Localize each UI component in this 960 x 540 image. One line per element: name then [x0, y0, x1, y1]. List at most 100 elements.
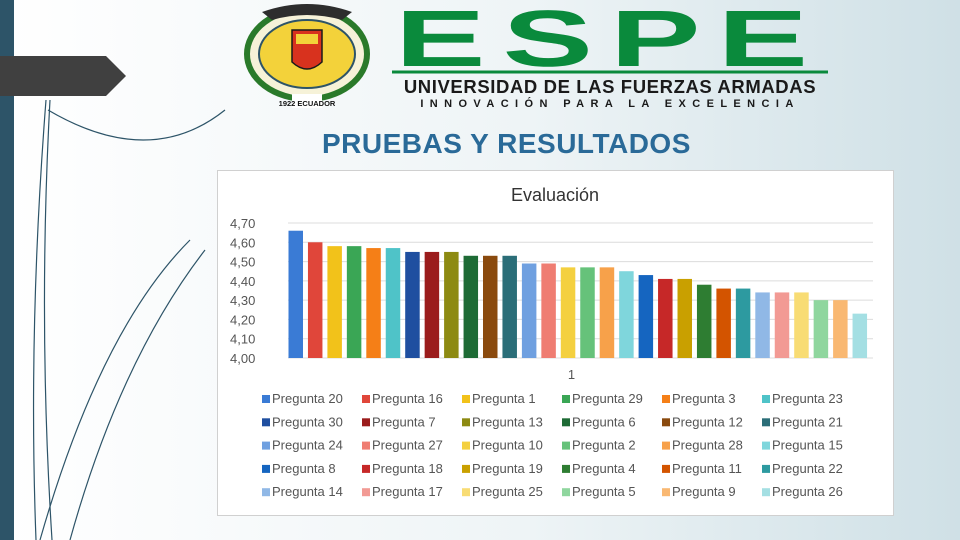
bar — [307, 242, 323, 358]
bar — [385, 248, 401, 358]
bar — [327, 246, 342, 358]
legend-label: Pregunta 11 — [672, 461, 742, 476]
bar — [658, 278, 673, 358]
legend-swatch — [462, 441, 470, 450]
legend-item: Pregunta 21 — [762, 414, 843, 429]
legend-swatch — [462, 464, 470, 473]
x-tick-label: 1 — [568, 367, 575, 382]
legend-label: Pregunta 30 — [272, 414, 343, 429]
bar — [463, 255, 479, 358]
legend-item: Pregunta 6 — [562, 414, 636, 429]
legend-label: Pregunta 9 — [672, 484, 736, 499]
legend-label: Pregunta 21 — [772, 414, 843, 429]
legend-label: Pregunta 7 — [372, 414, 436, 429]
legend-swatch — [662, 395, 670, 403]
legend-item: Pregunta 9 — [662, 484, 736, 499]
legend-swatch — [562, 418, 570, 427]
legend-swatch — [562, 464, 570, 473]
legend-item: Pregunta 1 — [462, 391, 536, 406]
legend-swatch — [762, 464, 770, 473]
bar — [580, 267, 595, 358]
legend-swatch — [762, 488, 770, 497]
legend-item: Pregunta 10 — [462, 438, 543, 453]
chart-canvas: Evaluación 4,00 4,10 4,20 4,30 4,40 4,50 4,60 4… — [230, 185, 873, 499]
legend-item: Pregunta 30 — [262, 414, 343, 429]
legend-item: Pregunta 17 — [362, 484, 443, 499]
legend-swatch — [562, 395, 570, 403]
legend-label: Pregunta 17 — [372, 484, 443, 499]
university-motto: INNOVACIÓN PARA LA EXCELENCIA — [420, 98, 800, 110]
bar — [833, 300, 848, 358]
chart-title: Evaluación — [511, 185, 599, 205]
bar — [288, 230, 303, 358]
bar — [638, 275, 654, 358]
legend-swatch — [662, 418, 670, 427]
bar — [677, 278, 692, 358]
legend-item: Pregunta 7 — [362, 414, 436, 429]
legend-swatch — [662, 441, 670, 450]
legend-item: Pregunta 19 — [462, 461, 543, 476]
legend-item: Pregunta 18 — [362, 461, 443, 476]
legend-item: Pregunta 28 — [662, 438, 743, 453]
legend-label: Pregunta 15 — [772, 438, 843, 453]
legend-swatch — [462, 488, 470, 497]
legend-label: Pregunta 2 — [572, 438, 636, 453]
legend-label: Pregunta 4 — [572, 461, 636, 476]
legend-swatch — [262, 418, 270, 427]
evaluation-chart: Evaluación 4,00 4,10 4,20 4,30 4,40 4,50 4,60 4… — [217, 170, 894, 516]
legend-label: Pregunta 18 — [372, 461, 443, 476]
legend-label: Pregunta 3 — [672, 391, 736, 406]
legend-label: Pregunta 10 — [472, 438, 543, 453]
bar — [502, 255, 517, 358]
legend-swatch — [462, 418, 470, 427]
legend-swatch — [362, 464, 370, 473]
legend-label: Pregunta 16 — [372, 391, 443, 406]
legend-item: Pregunta 22 — [762, 461, 843, 476]
espe-wordmark: ESPE — [392, 2, 828, 83]
legend-item: Pregunta 24 — [262, 438, 343, 453]
legend-label: Pregunta 6 — [572, 414, 636, 429]
bar — [483, 255, 498, 358]
legend-item: Pregunta 26 — [762, 484, 843, 499]
legend-label: Pregunta 23 — [772, 391, 843, 406]
legend-swatch — [562, 488, 570, 497]
legend-label: Pregunta 24 — [272, 438, 343, 453]
legend-item: Pregunta 23 — [762, 391, 843, 406]
legend-item: Pregunta 12 — [662, 414, 743, 429]
left-accent-bar — [0, 0, 14, 540]
legend-item: Pregunta 27 — [362, 438, 443, 453]
y-tick-label: 4,20 — [230, 312, 255, 327]
legend-label: Pregunta 26 — [772, 484, 843, 499]
legend-label: Pregunta 20 — [272, 391, 343, 406]
university-name: UNIVERSIDAD DE LAS FUERZAS ARMADAS — [403, 76, 817, 97]
legend-label: Pregunta 29 — [572, 391, 643, 406]
legend-item: Pregunta 3 — [662, 391, 736, 406]
legend-item: Pregunta 13 — [462, 414, 543, 429]
legend-item: Pregunta 4 — [562, 461, 636, 476]
legend-label: Pregunta 12 — [672, 414, 743, 429]
y-tick-label: 4,00 — [230, 351, 255, 366]
legend-label: Pregunta 14 — [272, 484, 343, 499]
y-tick-label: 4,30 — [230, 293, 255, 308]
legend-swatch — [262, 441, 270, 450]
bar — [560, 267, 576, 358]
bar — [346, 246, 362, 358]
bar — [735, 288, 751, 358]
legend-swatch — [662, 488, 670, 497]
legend-item: Pregunta 29 — [562, 391, 643, 406]
legend-label: Pregunta 1 — [472, 391, 536, 406]
bar — [696, 284, 712, 358]
legend-item: Pregunta 25 — [462, 484, 543, 499]
y-tick-label: 4,50 — [230, 255, 255, 270]
legend-label: Pregunta 28 — [672, 438, 743, 453]
legend-swatch — [362, 418, 370, 427]
legend-swatch — [762, 441, 770, 450]
bar — [619, 271, 634, 358]
legend-swatch — [762, 418, 770, 427]
legend-swatch — [362, 488, 370, 497]
legend-item: Pregunta 11 — [662, 461, 742, 476]
legend-label: Pregunta 25 — [472, 484, 543, 499]
bar — [424, 251, 440, 358]
espe-seal-logo: 1922 ECUADOR — [244, 4, 370, 108]
legend-swatch — [762, 395, 770, 403]
